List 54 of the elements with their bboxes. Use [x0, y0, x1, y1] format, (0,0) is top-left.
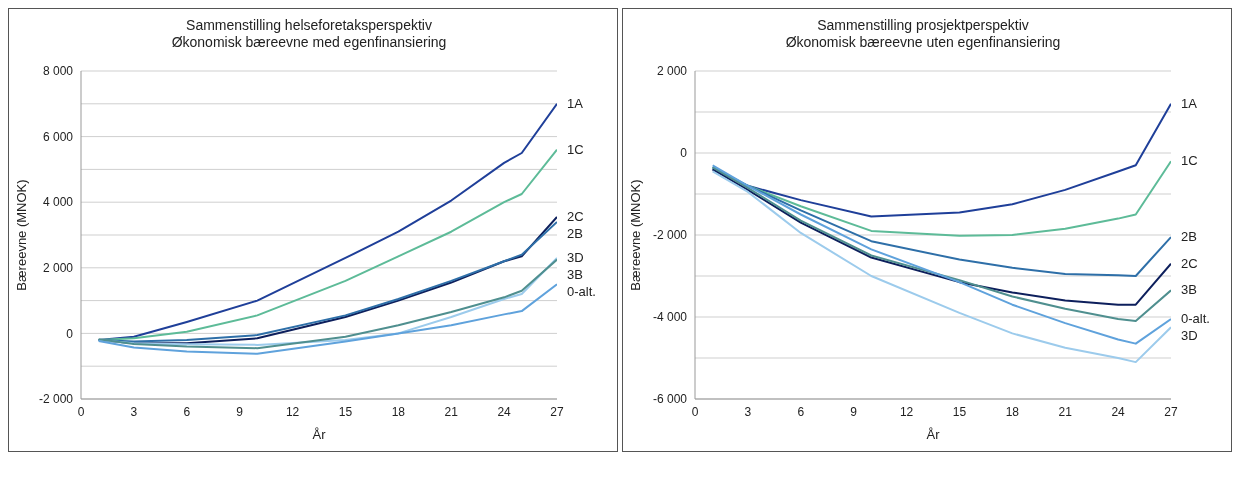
x-tick-label: 21 — [444, 404, 459, 419]
line-series — [97, 283, 557, 355]
x-tick-label: 27 — [550, 404, 564, 419]
series-label: 2B — [567, 225, 583, 242]
series-label: 0-alt. — [567, 283, 596, 300]
chart-title: Sammenstilling helseforetaksperspektiv — [185, 17, 433, 34]
y-tick-label: -2 000 — [652, 228, 688, 243]
x-axis-title: År — [312, 427, 327, 442]
x-tick-label: 3 — [130, 404, 138, 419]
y-tick-label: 0 — [66, 326, 74, 341]
x-tick-label: 0 — [691, 404, 699, 419]
x-tick-label: 21 — [1058, 404, 1073, 419]
x-tick-label: 12 — [285, 404, 300, 419]
series-label: 1C — [1181, 153, 1198, 170]
series-label: 3D — [1181, 328, 1198, 345]
x-tick-label: 9 — [236, 404, 244, 419]
x-tick-label: 9 — [850, 404, 858, 419]
chart-subtitle: Økonomisk bæreevne med egenfinansiering — [170, 34, 448, 51]
y-tick-label: 4 000 — [42, 195, 74, 210]
series-label: 3D — [567, 249, 584, 266]
series-label: 0-alt. — [1181, 311, 1210, 328]
x-tick-label: 18 — [391, 404, 406, 419]
x-tick-label: 15 — [952, 404, 967, 419]
x-axis-title: År — [926, 427, 941, 442]
x-tick-label: 24 — [1111, 404, 1126, 419]
x-tick-label: 3 — [744, 404, 752, 419]
chart-subtitle: Økonomisk bæreevne uten egenfinansiering — [784, 34, 1062, 51]
x-tick-label: 0 — [77, 404, 85, 419]
y-tick-label: -4 000 — [652, 310, 688, 325]
series-label: 2C — [567, 208, 584, 225]
y-tick-label: 8 000 — [42, 64, 74, 79]
series-label: 1A — [567, 95, 583, 112]
chart-title: Sammenstilling prosjektperspektiv — [816, 17, 1030, 34]
y-tick-label: -2 000 — [38, 392, 74, 407]
series-label: 3B — [1181, 282, 1197, 299]
x-tick-label: 27 — [1164, 404, 1178, 419]
x-tick-label: 15 — [338, 404, 353, 419]
y-tick-label: 2 000 — [42, 261, 74, 276]
y-tick-label: 2 000 — [656, 64, 688, 79]
x-tick-label: 12 — [899, 404, 914, 419]
y-tick-label: 6 000 — [42, 129, 74, 144]
y-axis-title: Bæreevne (MNOK) — [627, 179, 643, 291]
y-axis-title: Bæreevne (MNOK) — [13, 179, 29, 291]
series-label: 2C — [1181, 255, 1198, 272]
x-tick-label: 24 — [497, 404, 512, 419]
series-label: 1A — [1181, 95, 1197, 112]
x-tick-label: 6 — [183, 404, 191, 419]
series-label: 3B — [567, 266, 583, 283]
y-tick-label: 0 — [680, 146, 688, 161]
y-tick-label: -6 000 — [652, 392, 688, 407]
series-label: 1C — [567, 141, 584, 158]
series-label: 2B — [1181, 229, 1197, 246]
x-tick-label: 6 — [797, 404, 805, 419]
x-tick-label: 18 — [1005, 404, 1020, 419]
